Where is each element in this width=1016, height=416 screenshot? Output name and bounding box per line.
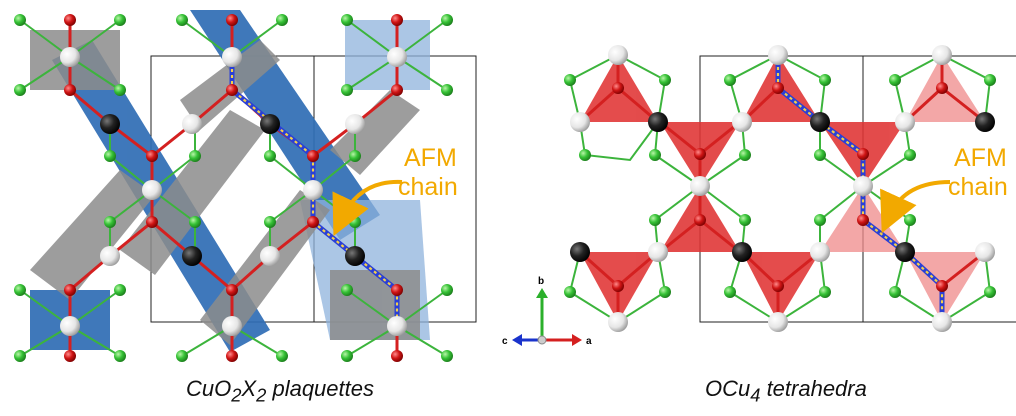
caption-left-sub2: 2 — [256, 384, 267, 406]
afm-label-line2-right: chain — [948, 173, 1008, 201]
o-atoms-left — [64, 14, 403, 362]
afm-label-line1-left: AFM — [404, 144, 457, 172]
axis-label-a: a — [586, 336, 592, 347]
axis-label-c: c — [502, 336, 508, 347]
caption-right: OCu4 tetrahedra — [705, 376, 867, 406]
afm-label-line1-right: AFM — [954, 144, 1007, 172]
axis-label-b: b — [538, 276, 544, 287]
o-atoms-right — [612, 82, 948, 292]
caption-left-part2: X — [241, 376, 257, 401]
afm-arrow-right — [880, 180, 951, 234]
black-atoms-left — [100, 114, 365, 266]
caption-right-sub1: 4 — [750, 384, 761, 406]
caption-right-part2: tetrahedra — [760, 376, 867, 401]
cu-atoms-right — [570, 45, 995, 332]
black-atoms-right — [570, 112, 995, 262]
afm-arrow-left — [332, 179, 403, 237]
caption-left-sub1: 2 — [231, 384, 242, 406]
x-atoms-left — [14, 14, 453, 362]
right-panel-structure: AFM chain b c a — [502, 45, 1016, 347]
left-panel-structure: AFM chain — [14, 10, 477, 362]
axes-indicator: b c a — [502, 276, 592, 347]
caption-right-part1: OCu — [705, 376, 751, 401]
cu-atoms-left — [60, 47, 407, 336]
caption-left: CuO2X2 plaquettes — [186, 376, 374, 406]
caption-left-part1: CuO — [186, 376, 232, 401]
afm-label-line2-left: chain — [398, 173, 458, 201]
caption-left-part3: plaquettes — [266, 376, 374, 401]
